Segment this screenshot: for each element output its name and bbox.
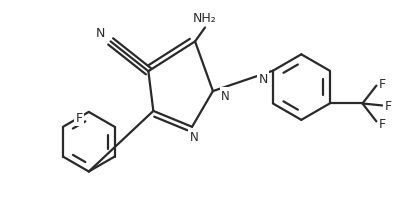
Text: F: F [385,99,392,112]
Text: F: F [379,78,386,91]
Text: F: F [75,112,82,125]
Text: N: N [221,89,229,102]
Text: N: N [96,27,105,40]
Text: N: N [190,131,198,144]
Text: NH₂: NH₂ [193,12,217,25]
Text: F: F [379,117,386,130]
Text: N: N [258,73,268,86]
